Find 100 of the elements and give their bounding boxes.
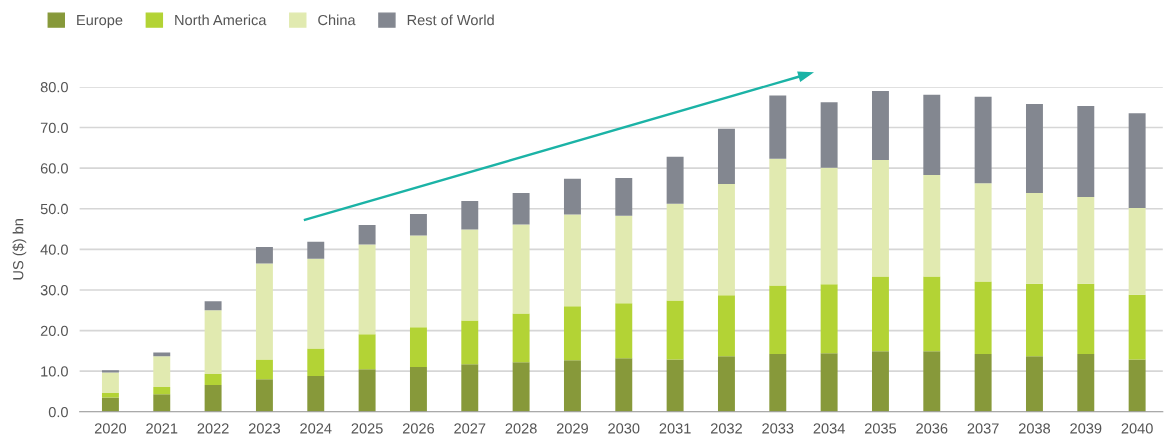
x-tick-label: 2032: [710, 423, 742, 434]
bar: [666, 300, 684, 360]
bar: [871, 160, 889, 277]
bar: [461, 201, 479, 230]
bar: [204, 310, 222, 375]
bar: [1077, 196, 1095, 284]
bar: [871, 90, 889, 161]
x-tick-label: 2030: [608, 423, 640, 434]
bar: [563, 306, 581, 361]
bar: [255, 246, 273, 264]
bar: [358, 334, 376, 370]
bar: [307, 376, 325, 412]
bar: [1025, 356, 1043, 412]
bar: [204, 301, 222, 311]
bar: [461, 320, 479, 365]
bar: [1077, 354, 1095, 412]
x-tick-label: 2033: [762, 423, 794, 434]
bar: [615, 303, 633, 359]
x-tick-label: 2037: [967, 423, 999, 434]
bar: [974, 96, 992, 184]
bar: [307, 348, 325, 377]
bar: [717, 128, 735, 184]
bar: [1025, 103, 1043, 193]
x-tick-label: 2022: [197, 423, 229, 434]
bar: [255, 359, 273, 380]
bar: [1025, 283, 1043, 357]
bar: [101, 393, 119, 398]
bar: [409, 235, 427, 328]
y-tick-label: 40.0: [40, 244, 68, 255]
bar: [512, 313, 530, 363]
bar: [461, 229, 479, 321]
bar: [666, 156, 684, 204]
bar: [871, 351, 889, 412]
bar: [615, 358, 633, 412]
bar: [974, 354, 992, 412]
bar: [769, 354, 787, 412]
bar: [1077, 283, 1095, 355]
bar: [461, 364, 479, 412]
x-tick-label: 2031: [659, 423, 691, 434]
bar: [1077, 106, 1095, 197]
bar: [666, 203, 684, 301]
bar: [717, 183, 735, 296]
bar: [1128, 207, 1146, 295]
bar: [101, 397, 119, 412]
bar: [358, 244, 376, 335]
bar: [923, 175, 941, 277]
bar: [153, 356, 171, 388]
bar: [974, 183, 992, 282]
bar: [255, 379, 273, 412]
x-tick-label: 2027: [454, 423, 486, 434]
y-axis-title: US ($) bn: [12, 219, 27, 280]
x-tick-label: 2035: [864, 423, 897, 434]
bar: [923, 351, 941, 412]
bar: [1128, 359, 1146, 412]
x-tick-label: 2028: [505, 423, 537, 434]
bar: [204, 384, 222, 412]
legend-label: Rest of World: [407, 14, 494, 26]
bar: [666, 359, 684, 412]
bar: [409, 327, 427, 368]
bar: [615, 177, 633, 216]
x-tick-label: 2036: [916, 423, 948, 434]
bar: [101, 370, 119, 373]
x-tick-label: 2026: [402, 423, 435, 434]
y-tick-label: 80.0: [40, 82, 68, 93]
bar: [409, 367, 427, 412]
bar: [204, 374, 222, 385]
legend-label: China: [318, 14, 356, 26]
bar: [769, 285, 787, 355]
x-tick-label: 2025: [351, 423, 383, 434]
y-tick-label: 60.0: [40, 163, 68, 174]
bar: [512, 192, 530, 225]
bar: [871, 276, 889, 352]
x-tick-label: 2029: [556, 423, 588, 434]
y-tick-label: 50.0: [40, 203, 68, 215]
bar: [717, 356, 735, 412]
bar: [820, 353, 838, 412]
bar: [358, 224, 376, 245]
x-tick-label: 2038: [1018, 423, 1051, 434]
bar: [615, 215, 633, 304]
bar: [1025, 192, 1043, 284]
y-tick-label: 70.0: [40, 122, 68, 133]
bar: [769, 158, 787, 286]
bar: [923, 276, 941, 352]
legend-label: North America: [175, 14, 267, 26]
bar: [563, 178, 581, 215]
bar: [1128, 113, 1146, 208]
legend-label: Europe: [77, 15, 123, 29]
x-tick-label: 2024: [300, 423, 332, 434]
x-tick-label: 2034: [813, 423, 845, 434]
x-tick-label: 2039: [1070, 423, 1102, 434]
bar: [512, 362, 530, 412]
bar: [563, 360, 581, 412]
bar: [153, 387, 171, 395]
bar: [409, 214, 427, 236]
bar: [512, 224, 530, 314]
bar: [1128, 294, 1146, 360]
x-tick-label: 2021: [146, 423, 178, 434]
bar: [717, 295, 735, 357]
bar: [820, 167, 838, 285]
bar: [255, 263, 273, 360]
